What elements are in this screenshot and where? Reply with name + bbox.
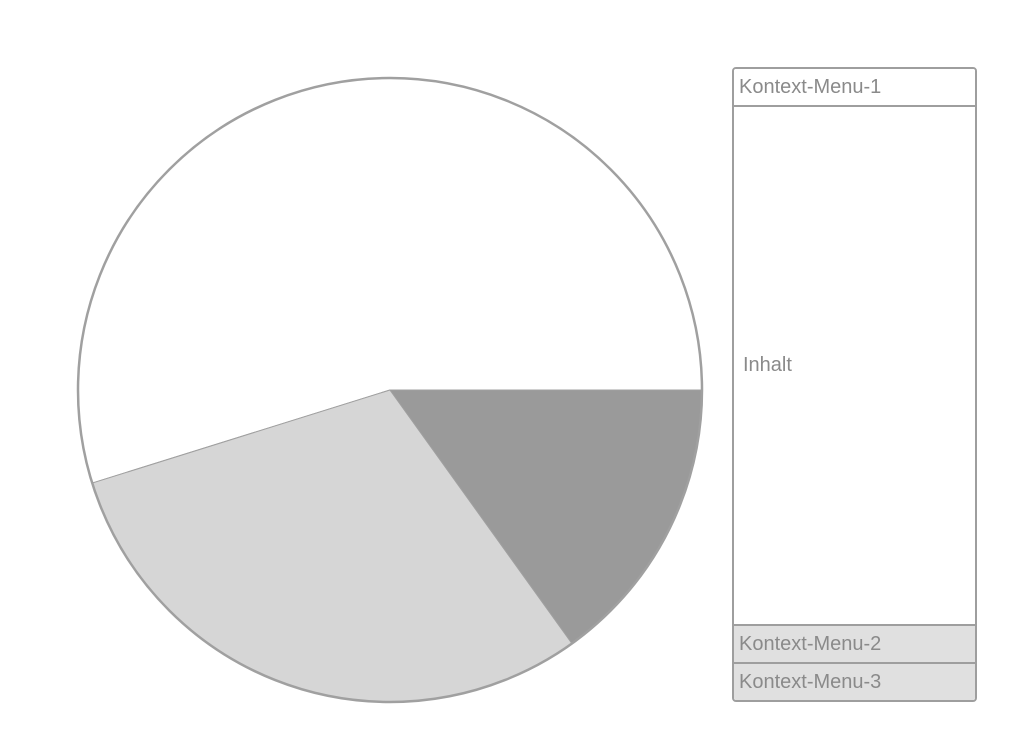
context-menu-3-label: Kontext-Menu-3 [739,670,882,693]
context-menu-3[interactable]: Kontext-Menu-3 [734,662,975,700]
pie-diagram [76,76,704,704]
context-menu-1[interactable]: Kontext-Menu-1 [734,69,975,107]
content-label: Inhalt [743,354,792,376]
context-menu-2-label: Kontext-Menu-2 [739,632,882,655]
context-menu-1-label: Kontext-Menu-1 [739,75,882,98]
context-menu-2[interactable]: Kontext-Menu-2 [734,624,975,662]
context-panel: Kontext-Menu-1 Inhalt Kontext-Menu-2 Kon… [732,67,977,702]
content-area: Inhalt [734,107,975,624]
pie-outline [76,76,704,704]
